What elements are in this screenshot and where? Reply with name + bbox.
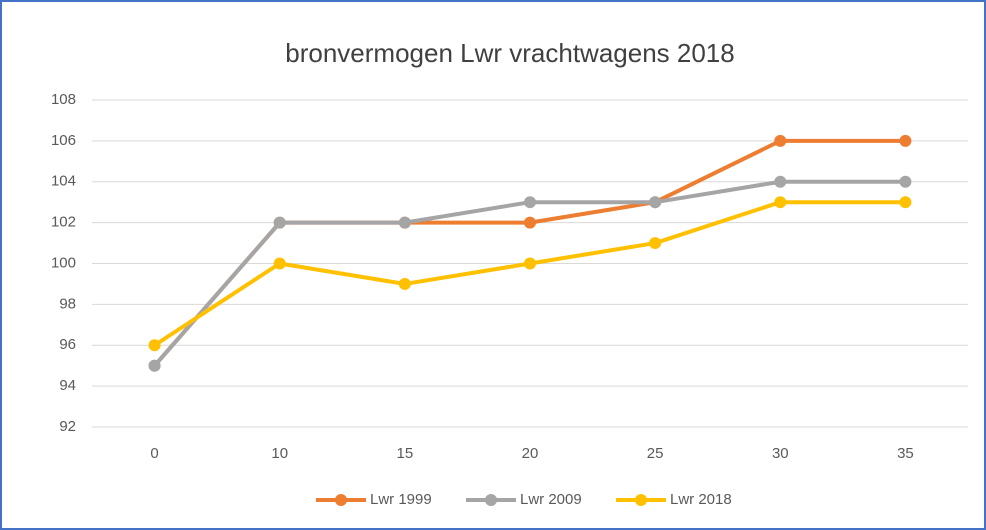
y-tick-label: 100 (51, 254, 76, 271)
legend-label: Lwr 2018 (670, 491, 732, 508)
data-point (148, 339, 161, 352)
data-point (524, 216, 536, 229)
data-point (273, 257, 286, 270)
y-tick-label: 94 (59, 377, 76, 394)
data-point (398, 277, 411, 290)
y-tick-label: 106 (51, 132, 76, 149)
y-tick-label: 102 (51, 214, 76, 231)
data-point (774, 134, 787, 147)
chart-title: bronvermogen Lwr vrachtwagens 2018 (285, 38, 734, 68)
x-tick-label: 25 (647, 445, 664, 462)
legend-label: Lwr 2009 (520, 491, 582, 508)
legend-swatch-marker (335, 494, 347, 506)
x-tick-label: 10 (271, 445, 288, 462)
data-point (774, 175, 787, 188)
y-tick-label: 104 (51, 173, 76, 190)
y-tick-label: 92 (59, 418, 76, 435)
data-point (148, 359, 161, 372)
data-point (273, 216, 286, 229)
x-tick-label: 35 (897, 445, 914, 462)
y-tick-label: 108 (51, 91, 76, 108)
legend-label: Lwr 1999 (370, 491, 432, 508)
x-tick-label: 15 (397, 445, 414, 462)
data-point (899, 196, 912, 209)
data-point (899, 134, 912, 147)
data-point (524, 196, 536, 209)
data-point (524, 257, 536, 270)
data-point (649, 237, 662, 250)
y-tick-label: 96 (59, 336, 76, 353)
data-point (899, 175, 912, 188)
x-tick-label: 20 (522, 445, 539, 462)
legend-swatch-marker (485, 494, 497, 506)
data-point (649, 196, 662, 209)
data-point (398, 216, 411, 229)
x-tick-label: 30 (772, 445, 789, 462)
x-tick-label: 0 (150, 445, 158, 462)
y-tick-label: 98 (59, 295, 76, 312)
data-point (774, 196, 787, 209)
legend-swatch-marker (635, 494, 647, 506)
